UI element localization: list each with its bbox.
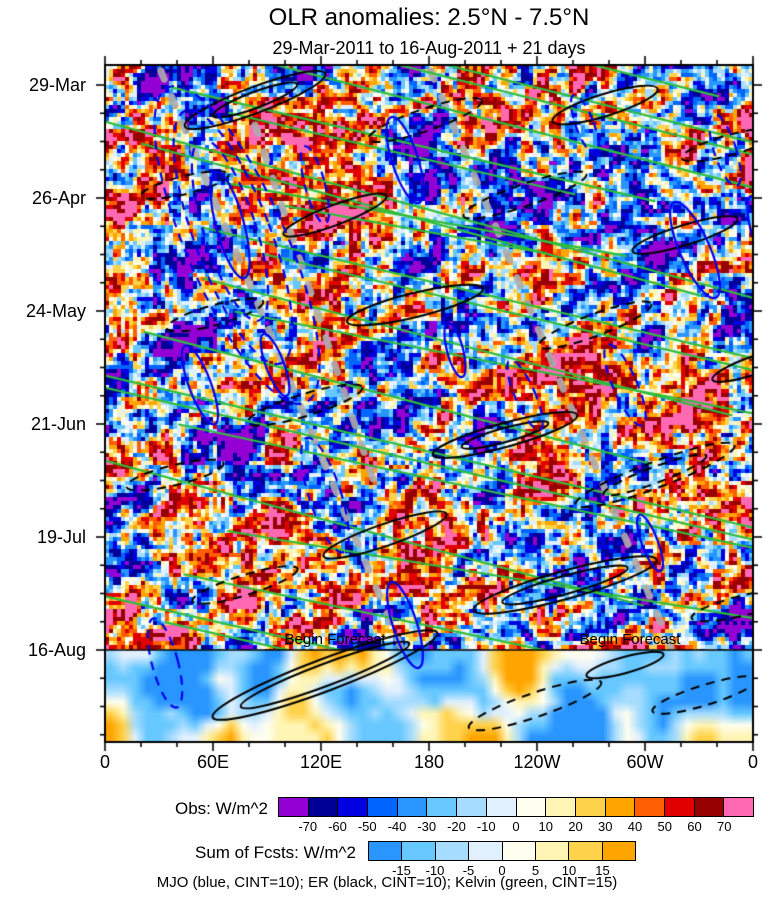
y-tick-label: 24-May xyxy=(25,301,86,321)
obs-colorbar xyxy=(278,797,754,817)
fcst-colorbar-tick: -10 xyxy=(425,863,445,878)
obs-colorbar-tick: 30 xyxy=(598,819,613,834)
y-tick-label: 21-Jun xyxy=(30,414,86,434)
x-tick-label: 0 xyxy=(747,752,759,772)
x-tick-label: 60W xyxy=(626,752,664,772)
colorbar-segment xyxy=(402,842,436,860)
colorbar-segment xyxy=(724,798,753,816)
page-title: OLR anomalies: 2.5°N - 7.5°N xyxy=(268,4,590,31)
fcst-colorbar-tick: 5 xyxy=(531,863,540,878)
colorbar-segment xyxy=(279,798,309,816)
fcst-colorbar-tick: 15 xyxy=(595,863,610,878)
colorbar-segment xyxy=(694,798,725,816)
obs-colorbar-tick: -50 xyxy=(357,819,377,834)
colorbar-segment xyxy=(664,798,695,816)
begin-forecast-label-left: Begin Forecast xyxy=(284,631,386,648)
colorbar-segment xyxy=(308,798,339,816)
contour-legend-caption: MJO (blue, CINT=10); ER (black, CINT=10)… xyxy=(156,874,618,891)
obs-colorbar-tick: 0 xyxy=(512,819,520,834)
obs-colorbar-tick: 50 xyxy=(657,819,672,834)
colorbar-segment xyxy=(469,842,503,860)
fcst-colorbar-label: Sum of Fcsts: W/m^2 xyxy=(195,843,356,862)
begin-forecast-label-right: Begin Forecast xyxy=(579,631,681,648)
colorbar-segment xyxy=(338,798,369,816)
obs-colorbar-tick: -20 xyxy=(447,819,466,834)
colorbar-segment xyxy=(535,842,570,860)
y-tick-label: 19-Jul xyxy=(36,527,86,547)
y-tick-label: 29-Mar xyxy=(28,75,86,95)
obs-colorbar-tick: -70 xyxy=(298,819,318,834)
x-tick-label: 180 xyxy=(413,752,445,772)
colorbar-segment xyxy=(546,798,576,816)
colorbar-segment xyxy=(635,798,665,816)
colorbar-segment xyxy=(486,798,517,816)
obs-colorbar-label: Obs: W/m^2 xyxy=(175,799,268,818)
colorbar-segment xyxy=(369,842,403,860)
obs-colorbar-tick: -40 xyxy=(387,819,407,834)
obs-colorbar-tick: 70 xyxy=(717,819,732,834)
x-tick-label: 0 xyxy=(99,752,111,772)
fcst-colorbar xyxy=(368,841,636,861)
colorbar-segment xyxy=(605,798,636,816)
colorbar-segment xyxy=(368,798,398,816)
colorbar-segment xyxy=(575,798,606,816)
colorbar-segment xyxy=(502,842,536,860)
obs-colorbar-tick: -10 xyxy=(476,819,496,834)
x-tick-label: 60E xyxy=(196,752,230,772)
fcst-colorbar-tick: -5 xyxy=(462,863,475,878)
colorbar-segment xyxy=(602,842,635,860)
x-tick-label: 120W xyxy=(513,752,561,772)
obs-colorbar-tick: 10 xyxy=(538,819,553,834)
hovmoller-plot-canvas xyxy=(93,53,765,754)
x-tick-label: 120E xyxy=(299,752,343,772)
colorbar-segment xyxy=(397,798,428,816)
y-tick-label: 26-Apr xyxy=(31,188,86,208)
obs-colorbar-tick: 60 xyxy=(687,819,702,834)
obs-colorbar-tick: -60 xyxy=(328,819,347,834)
obs-colorbar-tick: -30 xyxy=(417,819,437,834)
colorbar-segment xyxy=(569,842,603,860)
colorbar-segment xyxy=(435,842,470,860)
colorbar-segment xyxy=(457,798,487,816)
colorbar-segment xyxy=(516,798,547,816)
colorbar-segment xyxy=(427,798,458,816)
y-tick-label: 16-Aug xyxy=(27,640,86,660)
obs-colorbar-tick: 20 xyxy=(568,819,583,834)
fcst-colorbar-tick: -15 xyxy=(392,863,411,878)
fcst-colorbar-tick: 0 xyxy=(498,863,506,878)
obs-colorbar-tick: 40 xyxy=(627,819,643,834)
fcst-colorbar-tick: 10 xyxy=(561,863,577,878)
